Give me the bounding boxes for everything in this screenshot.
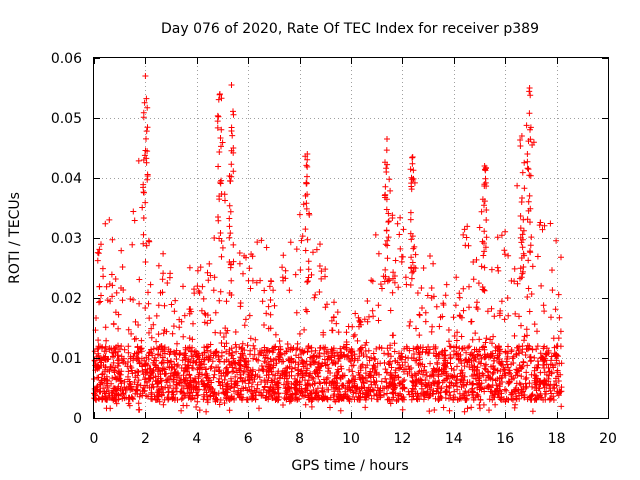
y-tick-label: 0 [73, 411, 82, 427]
x-tick-label: 14 [445, 431, 463, 447]
y-tick-label: 0.02 [51, 291, 82, 307]
x-tick-label: 0 [90, 431, 99, 447]
x-tick-label: 4 [192, 431, 201, 447]
x-tick-label: 6 [244, 431, 253, 447]
y-tick-label: 0.04 [51, 171, 82, 187]
x-tick-label: 20 [599, 431, 617, 447]
x-tick-label: 8 [295, 431, 304, 447]
axis-ticks [94, 58, 609, 419]
plot-frame [93, 57, 609, 419]
y-tick-label: 0.06 [51, 51, 82, 67]
x-tick-label: 16 [496, 431, 514, 447]
x-axis-title: GPS time / hours [291, 458, 408, 474]
x-tick-label: 18 [548, 431, 566, 447]
data-points [91, 73, 565, 415]
chart-title: Day 076 of 2020, Rate Of TEC Index for r… [161, 21, 539, 37]
x-tick-label: 2 [141, 431, 150, 447]
grid-lines [94, 58, 608, 418]
x-tick-labels: 0 2 4 6 8 10 12 14 16 18 20 [90, 431, 617, 447]
y-tick-label: 0.03 [51, 231, 82, 247]
x-tick-label: 12 [393, 431, 411, 447]
y-tick-label: 0.05 [51, 111, 82, 127]
y-tick-labels: 0 0.01 0.02 0.03 0.04 0.05 0.06 [51, 51, 82, 427]
scatter-points-plus-markers [91, 73, 565, 415]
y-axis-title: ROTI / TECUs [7, 192, 23, 284]
x-tick-label: 10 [342, 431, 360, 447]
y-tick-label: 0.01 [51, 351, 82, 367]
